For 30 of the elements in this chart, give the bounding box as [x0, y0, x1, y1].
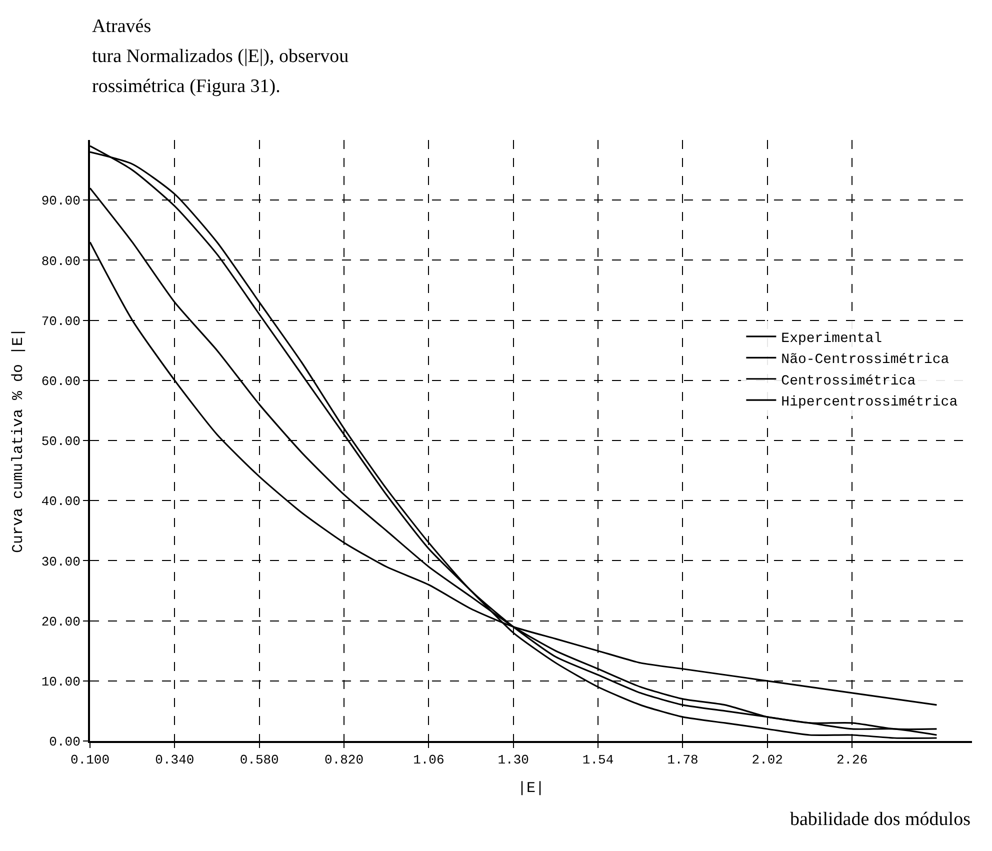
x-tick-label: 0.100	[70, 752, 110, 768]
x-tick-label: 1.54	[582, 752, 614, 768]
y-tick-label: 30.00	[41, 554, 80, 570]
y-tick-label: 60.00	[41, 374, 80, 389]
x-tick-label: 0.340	[155, 752, 194, 768]
y-tick-label: 0.00	[49, 734, 80, 750]
x-tick-label: 0.820	[324, 752, 364, 768]
x-tick-label: 1.78	[667, 752, 698, 768]
text: rossimétrica (Figura 31).	[92, 76, 280, 97]
x-tick-label: 2.26	[836, 752, 868, 768]
legend-label: Centrossimétrica	[781, 373, 916, 390]
y-tick-label: 80.00	[41, 254, 80, 269]
y-tick-label: 20.00	[41, 614, 80, 630]
y-tick-label: 40.00	[41, 494, 80, 510]
y-axis-title: Curva cumulativa % do |E|	[10, 328, 28, 554]
x-tick-label: 1.30	[498, 752, 529, 768]
x-tick-label: 0.580	[240, 752, 279, 768]
y-tick-label: 50.00	[41, 434, 80, 450]
legend-label: Experimental	[781, 330, 882, 347]
y-tick-label: 70.00	[41, 314, 80, 329]
text: Através	[92, 16, 152, 37]
x-tick-label: 2.02	[752, 752, 783, 768]
y-tick-label: 90.00	[41, 194, 80, 209]
text: babilidade dos módulos	[790, 809, 970, 830]
x-axis-title: |E|	[517, 780, 545, 798]
legend-label: Hipercentrossimétrica	[781, 394, 958, 411]
x-tick-label: 1.06	[413, 752, 444, 768]
legend-label: Não-Centrossimétrica	[781, 352, 950, 368]
text: tura Normalizados (|E|), observou	[92, 46, 350, 67]
y-tick-label: 10.00	[41, 674, 80, 690]
